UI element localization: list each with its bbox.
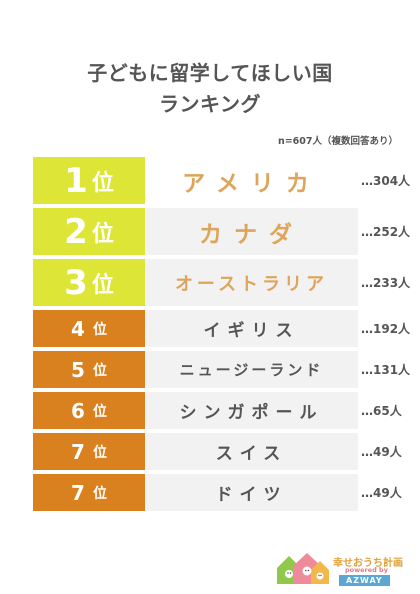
rank-badge: 7 位 <box>33 474 145 511</box>
rank-badge: 1 位 <box>33 157 145 204</box>
rank-unit: 位 <box>92 403 107 420</box>
rank-number: 7 <box>71 480 85 505</box>
house-family-logo-icon <box>277 553 329 584</box>
respondent-count: …192人 <box>361 322 411 336</box>
title-line-2: ランキング <box>159 92 261 116</box>
rank-unit: 位 <box>91 170 114 196</box>
page-title: 子どもに留学してほしい国 ランキング <box>0 58 420 120</box>
ranking-row-1: 1 位 アメリカ …304人 <box>33 157 420 204</box>
rank-number: 2 <box>64 211 88 252</box>
ranking-row-7: 7 位 スイス …49人 <box>33 433 420 470</box>
rank-number: 3 <box>64 262 88 303</box>
ranking-list: 1 位 アメリカ …304人 2 位 カナダ …252人 3 位 オーストラリア… <box>33 157 420 515</box>
country-name: ニュージーランド <box>145 351 358 388</box>
rank-number: 1 <box>64 160 88 201</box>
ranking-row-6: 6 位 シンガポール …65人 <box>33 392 420 429</box>
ranking-row-8: 7 位 ドイツ …49人 <box>33 474 420 511</box>
respondent-count: …49人 <box>361 445 402 459</box>
respondent-count: …252人 <box>361 225 411 239</box>
logo-brand: AZWAY <box>339 575 390 586</box>
rank-unit: 位 <box>91 221 114 247</box>
brand-logo: 幸せおうち計画 powered by AZWAY <box>275 548 415 588</box>
rank-unit: 位 <box>92 362 107 379</box>
country-name: カナダ <box>145 208 358 255</box>
country-name: スイス <box>145 433 358 470</box>
country-name: シンガポール <box>145 392 358 429</box>
rank-badge: 7 位 <box>33 433 145 470</box>
sample-size-note: n=607人（複数回答あり） <box>277 136 398 147</box>
respondent-count: …49人 <box>361 486 402 500</box>
rank-badge: 4 位 <box>33 310 145 347</box>
rank-number: 5 <box>71 357 85 382</box>
rank-badge: 6 位 <box>33 392 145 429</box>
respondent-count: …304人 <box>361 174 411 188</box>
country-name: ドイツ <box>145 474 358 511</box>
country-name: オーストラリア <box>145 259 358 306</box>
rank-number: 7 <box>71 439 85 464</box>
rank-number: 4 <box>71 316 85 341</box>
rank-badge: 2 位 <box>33 208 145 255</box>
rank-unit: 位 <box>91 272 114 298</box>
respondent-count: …233人 <box>361 276 411 290</box>
rank-unit: 位 <box>92 485 107 502</box>
ranking-row-4: 4 位 イギリス …192人 <box>33 310 420 347</box>
country-name: イギリス <box>145 310 358 347</box>
rank-badge: 5 位 <box>33 351 145 388</box>
logo-powered-by: powered by <box>345 566 388 574</box>
respondent-count: …65人 <box>361 404 402 418</box>
logo-name: 幸せおうち計画 <box>333 558 403 569</box>
rank-unit: 位 <box>92 321 107 338</box>
rank-number: 6 <box>71 398 85 423</box>
respondent-count: …131人 <box>361 363 411 377</box>
title-line-1: 子どもに留学してほしい国 <box>87 61 333 85</box>
ranking-row-2: 2 位 カナダ …252人 <box>33 208 420 255</box>
ranking-row-3: 3 位 オーストラリア …233人 <box>33 259 420 306</box>
country-name: アメリカ <box>145 157 358 204</box>
rank-unit: 位 <box>92 444 107 461</box>
rank-badge: 3 位 <box>33 259 145 306</box>
ranking-row-5: 5 位 ニュージーランド …131人 <box>33 351 420 388</box>
